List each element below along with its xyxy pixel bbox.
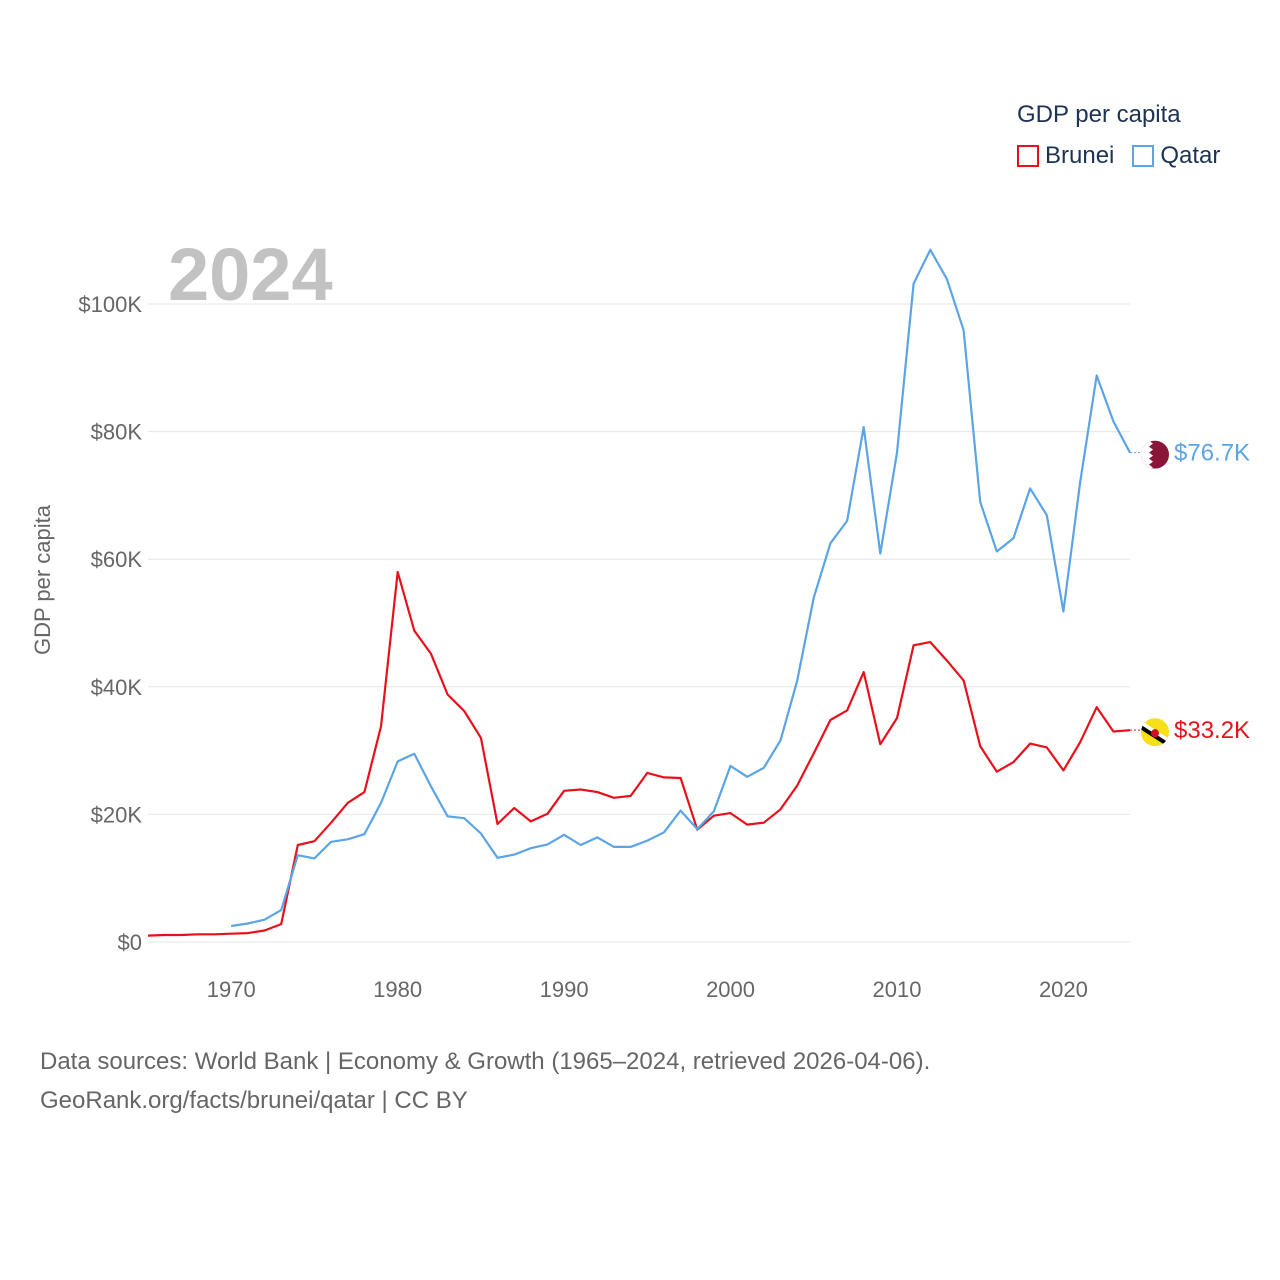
y-axis-title: GDP per capita <box>30 504 55 655</box>
series-lines <box>147 248 1131 937</box>
end-label-brunei: $33.2K <box>1174 717 1250 744</box>
x-tick-label: 2010 <box>873 977 922 1002</box>
x-tick-label: 2000 <box>706 977 755 1002</box>
series-line-brunei <box>147 570 1131 937</box>
x-tick-label: 2020 <box>1039 977 1088 1002</box>
y-tick-label: $80K <box>91 420 143 445</box>
year-watermark: 2024 <box>168 233 333 316</box>
legend-swatch-qatar <box>1132 145 1155 167</box>
legend-title: GDP per capita <box>1017 101 1181 128</box>
gridlines <box>148 303 1130 943</box>
legend-item-qatar[interactable]: Qatar <box>1132 142 1220 170</box>
y-tick-label: $20K <box>91 802 143 827</box>
y-tick-label: $60K <box>91 547 143 572</box>
legend: GDP per capita Brunei Qatar <box>1017 100 1220 170</box>
footer: Data sources: World Bank | Economy & Gro… <box>40 1042 930 1120</box>
x-tick-label: 1990 <box>540 977 589 1002</box>
y-tick-label: $100K <box>78 292 142 317</box>
y-tick-label: $0 <box>118 930 142 955</box>
y-tick-label: $40K <box>91 675 143 700</box>
y-axis-ticks: $0 $20K $40K $60K $80K $100K <box>78 292 142 955</box>
attribution-text: GeoRank.org/facts/brunei/qatar | CC BY <box>40 1087 468 1114</box>
line-chart: $0 $20K $40K $60K $80K $100K 1970 1980 1990 2000… <box>30 233 1250 1002</box>
x-tick-label: 1980 <box>373 977 422 1002</box>
data-source-text: Data sources: World Bank | Economy & Gro… <box>40 1048 931 1075</box>
legend-label-brunei: Brunei <box>1045 142 1115 169</box>
series-end-markers: $33.2K $76.7K <box>1130 440 1250 747</box>
brunei-flag-icon <box>1141 718 1169 747</box>
x-axis-ticks: 1970 1980 1990 2000 2010 2020 <box>207 977 1088 1002</box>
qatar-flag-icon <box>1141 440 1169 469</box>
legend-swatch-brunei <box>1017 145 1039 167</box>
legend-item-brunei[interactable]: Brunei <box>1017 142 1114 170</box>
series-line-qatar <box>231 248 1131 928</box>
x-tick-label: 1970 <box>207 977 256 1002</box>
legend-label-qatar: Qatar <box>1160 142 1221 169</box>
end-label-qatar: $76.7K <box>1174 440 1250 467</box>
